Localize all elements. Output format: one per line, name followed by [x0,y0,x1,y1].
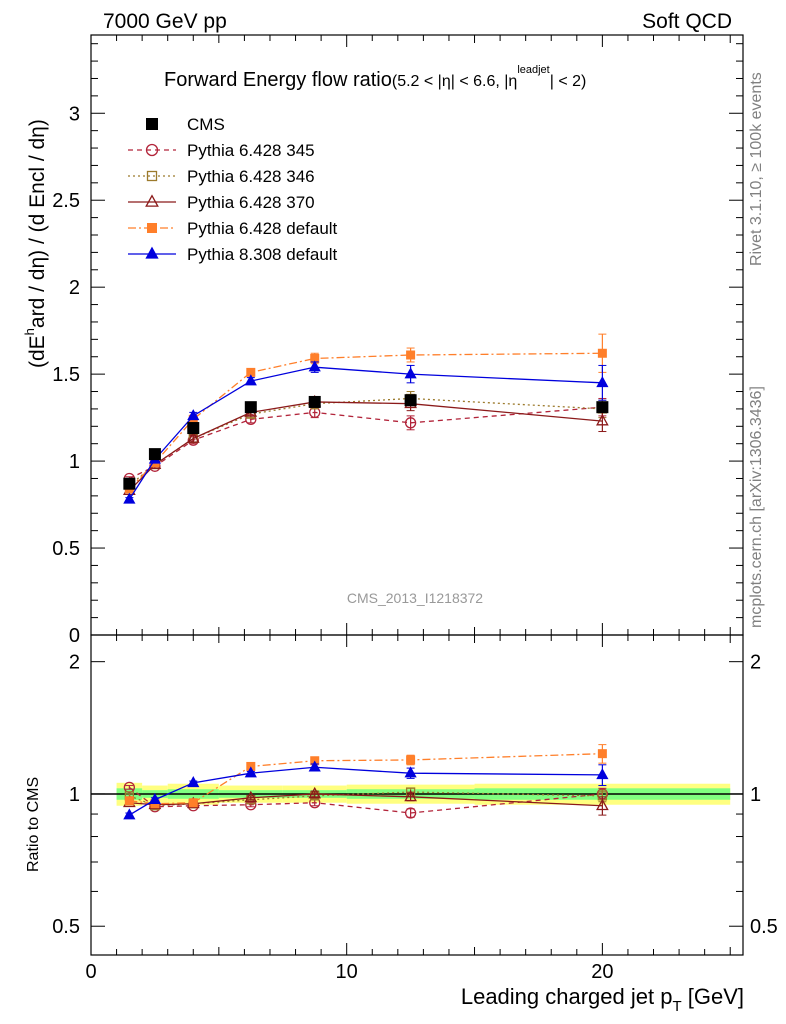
main-series-line [129,406,603,480]
title-cut-sup: leadjet [517,64,549,76]
ratio-data-point [404,807,417,819]
legend-marker [146,170,158,182]
main-data-point [186,431,200,443]
ratio-y-tick-label: 0.5 [52,916,80,938]
title-main-part: Forward Energy flow ratio [164,69,392,91]
ratio-data-point [244,790,258,803]
main-data-point [187,409,200,421]
main-data-point [308,360,321,372]
main-cms-data-point [148,448,161,461]
ratio-data-point [187,776,200,788]
x-tick-label: 0 [85,961,96,983]
legend-marker [145,246,159,259]
main-y-tick-label: 1.5 [52,364,80,386]
ratio-data-point [406,755,416,765]
main-cms-data-point [244,401,257,414]
ratio-plot-frame [90,634,744,956]
ratio-y-tick-label-right: 0.5 [750,916,778,938]
ylabel-post2: ncl / dη) [26,119,49,194]
main-cms-data-point [404,394,417,407]
main-y-tick-label: 2 [69,277,80,299]
main-y-tick-label: 2.5 [52,190,80,212]
legend-label: CMS [187,115,225,134]
ylabel-pre: (dE [26,335,49,368]
ylabel-sup: h [22,328,37,335]
legend-marker [147,223,157,233]
main-series-line [128,352,603,490]
ratio-y-axis-label: Ratio to CMS [25,777,42,872]
main-y-tick-label: 0.5 [52,538,80,560]
main-y-tick-label: 1 [69,451,80,473]
xlabel-pre: Leading charged jet p [461,984,673,1009]
mcplots-label: mcplots.cern.ch [arXiv:1306.3436] [748,386,765,628]
ratio-data-point [308,760,321,772]
ratio-data-point [404,789,417,802]
main-series-line [128,401,603,492]
ratio-data-point [124,796,134,806]
header-right: Soft QCD [642,10,732,33]
ratio-data-point [596,768,609,780]
legend-label: Pythia 6.428 345 [187,141,315,160]
main-data-point [406,350,416,360]
legend-label: Pythia 6.428 370 [187,193,315,212]
main-data-point [404,417,417,429]
legend-label: Pythia 6.428 default [187,219,338,238]
main-data-point [123,492,136,504]
main-panel: CMS_2013_I1218372 Forward Energy flow ra… [22,34,744,647]
ratio-y-tick-label: 1 [69,784,80,806]
main-data-point [404,367,417,379]
ratio-data-point [308,786,322,799]
xlabel-post: [GeV] [682,984,744,1009]
ratio-panel: Ratio to CMS Leading charged jet pT [GeV… [25,634,778,1015]
main-series-line [128,366,603,500]
ratio-data-point [188,798,198,808]
xlabel-sub: T [672,998,681,1015]
x-tick-label: 20 [591,961,613,983]
main-y-tick-label: 0 [69,625,80,647]
ratio-data-point [404,766,417,778]
main-cms-data-point [187,422,200,435]
legend-marker [146,118,158,130]
legend-label: Pythia 6.428 346 [187,167,315,186]
main-data-point [244,374,257,386]
ratio-y-tick-label: 2 [69,652,80,674]
ratio-y-tick-label-right: 1 [750,784,761,806]
main-title: Forward Energy flow ratio(5.2 < |η| < 6.… [164,64,586,91]
ylabel-post: ard / dη) / (d E [26,194,49,328]
main-data-point [596,376,609,388]
main-cms-data-point [123,477,136,490]
main-data-point [597,348,607,358]
main-cms-data-point [596,401,609,414]
ratio-data-point [244,766,257,778]
main-cms-data-point [308,395,321,408]
ratio-data-point [123,808,136,820]
main-y-axis-label: (dEhard / dη) / (d Encl / dη) [22,119,49,368]
main-data-point [596,413,609,426]
x-tick-label: 10 [336,961,358,983]
title-cut-end: | < 2) [550,73,587,90]
ratio-y-tick-label-right: 2 [750,652,761,674]
rivet-label: Rivet 3.1.10, ≥ 100k events [748,72,765,266]
legend-marker [145,194,159,207]
legend-label: Pythia 8.308 default [187,245,338,264]
ratio-data-point [597,749,607,759]
x-axis-label: Leading charged jet pT [GeV] [461,984,744,1015]
ratio-data-point [596,798,609,811]
header-left: 7000 GeV pp [103,10,227,33]
ratio-data-point [148,792,162,805]
watermark-label: CMS_2013_I1218372 [347,590,483,606]
legend-marker [145,143,159,157]
title-cut-part: (5.2 < |η| < 6.6, |η [392,73,517,90]
main-y-tick-label: 3 [69,103,80,125]
